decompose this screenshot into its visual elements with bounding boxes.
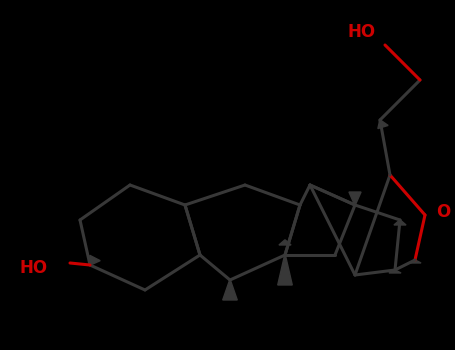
Text: HO: HO [348,23,376,41]
Polygon shape [90,256,100,265]
Polygon shape [279,240,291,245]
Polygon shape [222,280,237,300]
Polygon shape [349,192,361,205]
Polygon shape [389,270,401,273]
Polygon shape [278,255,292,285]
Polygon shape [378,120,388,128]
Text: O: O [436,203,450,222]
Polygon shape [394,220,406,225]
Polygon shape [409,260,421,263]
Text: HO: HO [20,259,48,277]
